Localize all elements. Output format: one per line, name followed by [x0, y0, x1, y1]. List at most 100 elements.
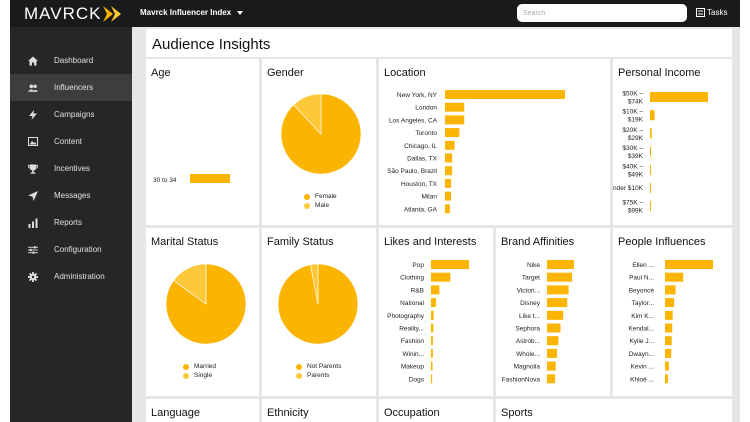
bar[interactable]: [547, 285, 569, 295]
bar[interactable]: [665, 348, 672, 358]
tick-label: Dogs: [409, 376, 425, 383]
pie-slice[interactable]: [310, 263, 319, 305]
bar[interactable]: [445, 178, 451, 188]
family-legend: Not Parents Parents: [296, 362, 341, 380]
bar[interactable]: [547, 260, 574, 269]
gender-card: Gender Female Male: [262, 59, 376, 225]
gender-legend: Female Male: [304, 192, 337, 210]
tick-label: Kendal...: [628, 326, 654, 333]
index-select-label: Mavrck Influencer Index: [140, 8, 232, 17]
bar[interactable]: [650, 201, 651, 212]
tick-label: Dallas, TX: [407, 156, 438, 163]
bar[interactable]: [431, 336, 433, 346]
bar[interactable]: [665, 272, 684, 282]
tick-label: $75K – $99K: [622, 200, 643, 215]
bar[interactable]: [547, 298, 568, 308]
bar[interactable]: [445, 166, 453, 176]
card-title: Occupation: [384, 407, 440, 419]
tick-label: Winin...: [402, 351, 424, 358]
sidebar-item-configuration[interactable]: Configuration: [10, 236, 132, 263]
pie-slice[interactable]: [293, 93, 322, 135]
card-title: People Influences: [618, 236, 706, 248]
search-input[interactable]: [517, 4, 687, 22]
tick-label: São Paulo, Brazil: [387, 168, 437, 175]
bar[interactable]: [431, 323, 434, 333]
bar[interactable]: [445, 115, 465, 125]
bar[interactable]: [665, 285, 676, 295]
bar[interactable]: [665, 260, 713, 269]
trophy-icon: [28, 164, 38, 174]
sidebar-item-campaigns[interactable]: Campaigns: [10, 101, 132, 128]
sidebar-item-content[interactable]: Content: [10, 128, 132, 155]
bar[interactable]: [445, 153, 453, 163]
bar[interactable]: [665, 374, 668, 384]
sidebar-item-messages[interactable]: Messages: [10, 182, 132, 209]
bar[interactable]: [445, 140, 455, 150]
bar[interactable]: [445, 128, 460, 138]
tick-label: Magnolia: [514, 364, 541, 371]
income-card: Personal Income $50K – $74K $10K – $19K $20K…: [613, 59, 732, 225]
sidebar-item-reports[interactable]: Reports: [10, 209, 132, 236]
bar[interactable]: [650, 92, 708, 102]
bar[interactable]: [445, 204, 450, 214]
bar[interactable]: [431, 361, 433, 371]
legend-label: Married: [194, 363, 217, 370]
bar[interactable]: [431, 285, 440, 295]
pie-slice[interactable]: [173, 263, 207, 305]
tick-label: Chicago, IL: [404, 143, 437, 150]
sidebar-item-label: Messages: [54, 191, 91, 200]
bar[interactable]: [547, 272, 573, 282]
bar[interactable]: [650, 110, 655, 121]
legend-label: Female: [315, 193, 337, 200]
bar[interactable]: [547, 348, 557, 358]
tasks-button[interactable]: Tasks: [696, 8, 727, 17]
tick-label: Astrob...: [516, 338, 540, 345]
bar[interactable]: [665, 336, 672, 346]
marital-pie-chart: [165, 263, 247, 345]
occupation-card: Occupation: [379, 399, 493, 422]
legend-item: Female: [304, 192, 337, 201]
bar[interactable]: [665, 310, 673, 320]
sidebar-item-influencers[interactable]: Influencers: [10, 74, 132, 101]
brands-card: Brand Affinities Nike Target Victori... Dis…: [496, 228, 610, 396]
tick-label: Fashion: [401, 338, 425, 345]
bar[interactable]: [431, 298, 436, 308]
tick-label: Disney: [520, 300, 541, 307]
bar[interactable]: [650, 128, 652, 139]
sidebar-item-dashboard[interactable]: Dashboard: [10, 47, 132, 74]
bar[interactable]: [547, 374, 556, 384]
bar-chart-icon: [28, 218, 38, 228]
bar[interactable]: [665, 361, 669, 371]
bar[interactable]: [547, 323, 561, 333]
tick-label: $30K – $39K: [622, 145, 643, 160]
likes-card: Likes and Interests Pop Clothing R&B Nation…: [379, 228, 493, 396]
bar[interactable]: [547, 310, 564, 320]
legend-label: Parents: [307, 372, 330, 379]
bar[interactable]: [650, 183, 651, 193]
bar[interactable]: [431, 374, 433, 384]
bar[interactable]: [445, 102, 465, 112]
bar[interactable]: [190, 174, 230, 183]
tick-label: Dwayn...: [629, 351, 654, 358]
main-content: Audience Insights Age 30 to 34 Gender Fe…: [142, 27, 740, 422]
bar[interactable]: [445, 90, 565, 99]
bar[interactable]: [650, 146, 651, 157]
tick-label: 30 to 34: [153, 177, 177, 184]
sliders-icon: [28, 245, 38, 255]
bar[interactable]: [431, 310, 434, 320]
influencer-index-dropdown[interactable]: Mavrck Influencer Index: [140, 8, 244, 17]
sidebar-item-incentives[interactable]: Incentives: [10, 155, 132, 182]
bar[interactable]: [650, 164, 651, 175]
tick-label: Makeup: [401, 364, 425, 371]
bar[interactable]: [431, 260, 469, 269]
bar[interactable]: [547, 361, 556, 371]
bar[interactable]: [445, 191, 451, 201]
legend-item: Parents: [296, 371, 341, 380]
bar[interactable]: [431, 272, 451, 282]
bar[interactable]: [665, 323, 673, 333]
sidebar-item-administration[interactable]: Administration: [10, 263, 132, 290]
bar[interactable]: [431, 348, 433, 358]
bar[interactable]: [547, 336, 559, 346]
logo[interactable]: MAVRCK: [24, 4, 123, 23]
bar[interactable]: [665, 298, 675, 308]
